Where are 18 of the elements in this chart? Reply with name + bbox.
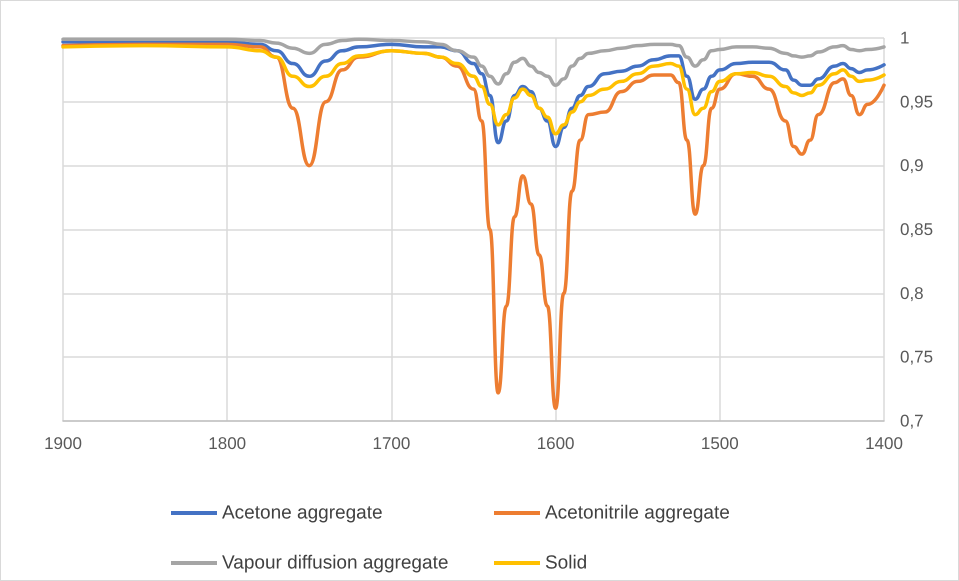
x-tick-label: 1700 xyxy=(372,434,410,453)
y-tick-label: 0,75 xyxy=(900,348,934,367)
legend-label: Acetonitrile aggregate xyxy=(545,502,730,524)
y-tick-label: 1 xyxy=(900,28,910,48)
x-tick-label: 1900 xyxy=(44,434,82,453)
x-tick-label: 1600 xyxy=(536,434,575,453)
line-series xyxy=(61,44,886,136)
y-tick-label: 0,9 xyxy=(900,156,924,176)
x-tick-label: 1500 xyxy=(700,434,739,453)
legend-label: Acetone aggregate xyxy=(222,502,383,524)
y-tick-label: 0,8 xyxy=(900,284,924,303)
legend-label: Solid xyxy=(545,552,588,574)
x-tick-label: 1800 xyxy=(208,434,246,453)
y-tick-label: 0,95 xyxy=(900,92,934,112)
y-tick-label: 0,85 xyxy=(900,220,934,239)
y-tick-label: 0,7 xyxy=(900,412,924,430)
x-tick-label: 1400 xyxy=(865,434,903,453)
legend-label: Vapour diffusion aggregate xyxy=(222,552,448,574)
